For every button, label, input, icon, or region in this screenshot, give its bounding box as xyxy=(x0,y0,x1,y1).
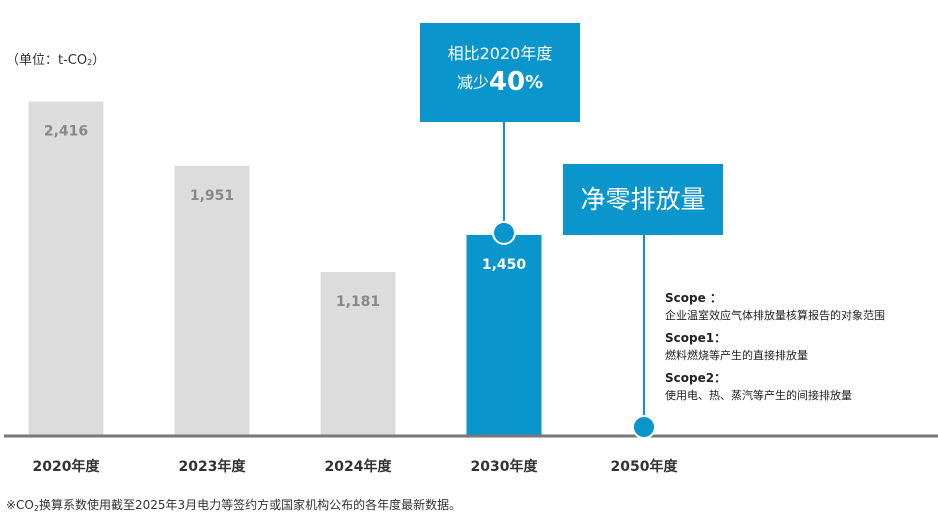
category-label-2050年度: 2050年度 xyxy=(611,458,679,475)
bar-2023年度 xyxy=(174,165,250,435)
value-label-2023年度: 1,951 xyxy=(190,188,234,204)
reduction-callout-2030: 相比2020年度 减少40% xyxy=(420,23,580,122)
value-label-2030年度: 1,450 xyxy=(482,257,527,273)
scope-legend: Scope ： 企业温室效应气体排放量核算报告的对象范围 Scope1： 燃料燃… xyxy=(665,289,885,409)
scope1-title: Scope1： xyxy=(665,331,727,345)
bar-2030年度 xyxy=(466,234,542,435)
scope2-title: Scope2： xyxy=(665,371,727,385)
callout-2030-line2: 减少40% xyxy=(456,67,544,97)
bar-2020年度 xyxy=(28,101,104,435)
category-label-2020年度: 2020年度 xyxy=(33,458,101,475)
scope-desc: 企业温室效应气体排放量核算报告的对象范围 xyxy=(665,309,885,322)
net-zero-callout-2050: 净零排放量 xyxy=(563,164,723,235)
category-label-2023年度: 2023年度 xyxy=(179,458,247,475)
scope-title: Scope ： xyxy=(665,291,722,305)
marker-2050 xyxy=(632,415,656,439)
value-label-2024年度: 1,181 xyxy=(336,294,380,310)
unit-label: （单位：t-CO2） xyxy=(6,53,106,68)
category-label-2030年度: 2030年度 xyxy=(471,458,539,475)
value-label-2020年度: 2,416 xyxy=(44,124,88,140)
callout-2030-line1: 相比2020年度 xyxy=(447,44,553,63)
bar-2024年度 xyxy=(320,272,396,435)
marker-2030 xyxy=(492,220,516,245)
category-label-2024年度: 2024年度 xyxy=(325,458,393,475)
scope1-desc: 燃料燃烧等产生的直接排放量 xyxy=(665,349,808,362)
scope2-desc: 使用电、热、蒸汽等产生的间接排放量 xyxy=(665,389,852,402)
footnote: ※CO2换算系数使用截至2025年3月电力等签约方或国家机构公布的各年度最新数据… xyxy=(6,498,462,513)
